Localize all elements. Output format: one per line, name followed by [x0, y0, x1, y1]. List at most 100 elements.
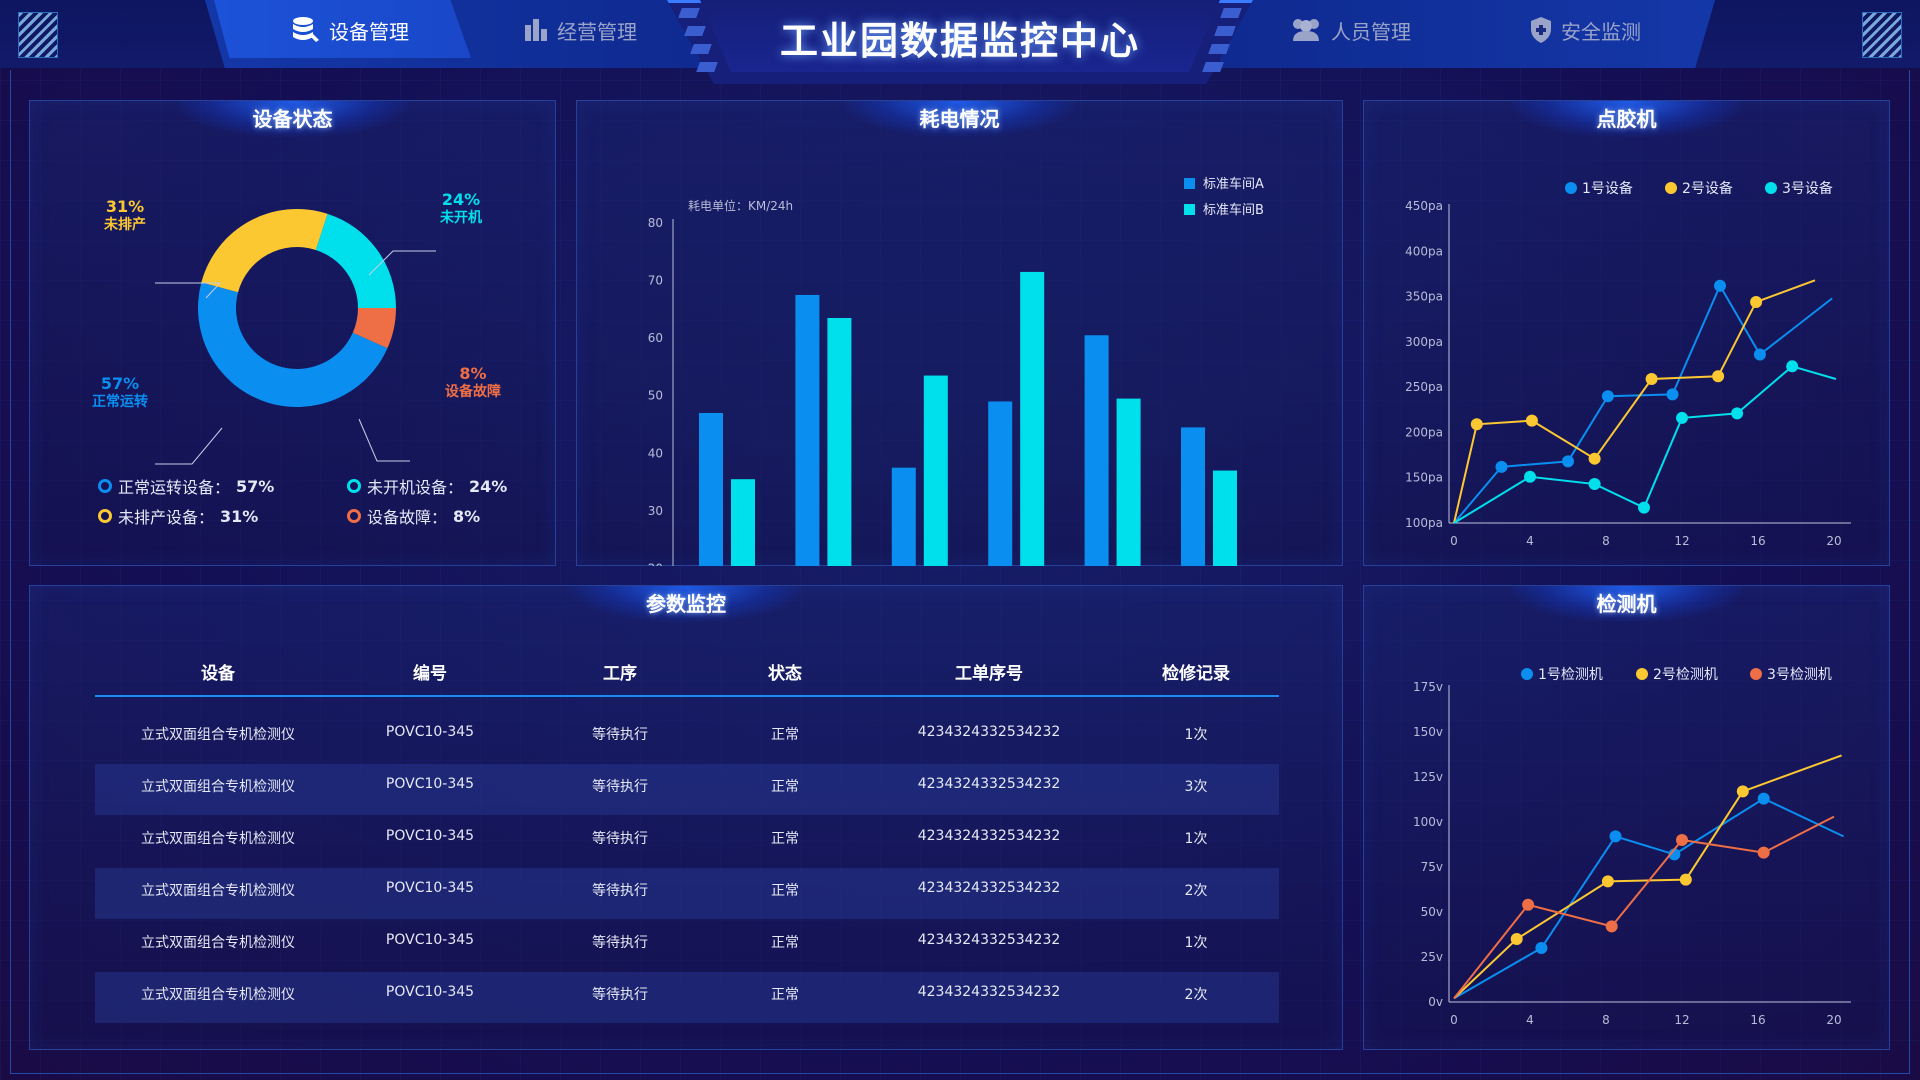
label-fault: 8% 设备故障 [433, 365, 513, 401]
donut-slice [197, 282, 388, 408]
legend-label: 未排产设备： [118, 508, 215, 527]
data-point [1510, 933, 1523, 945]
ring-icon [347, 479, 361, 493]
leader-line [155, 282, 222, 299]
label-name: 未排产 [104, 217, 146, 233]
table-cell: 4234324332534232 [917, 932, 1061, 948]
table-cell: 立式双面组合专机检测仪 [141, 727, 295, 743]
column-header: 工序 [603, 664, 637, 684]
data-point [1535, 942, 1548, 954]
bar [1020, 271, 1045, 566]
y-tick-label: 80 [648, 216, 663, 230]
bar [891, 467, 916, 566]
data-point [1757, 792, 1770, 805]
label-name: 设备故障 [445, 384, 501, 400]
y-tick-label: 50v [1421, 905, 1443, 919]
tab-label: 人员管理 [1331, 19, 1411, 44]
x-tick-label: 12 [1674, 1013, 1689, 1027]
table-cell: 等待执行 [592, 831, 648, 847]
table-cell: 立式双面组合专机检测仪 [141, 987, 295, 1003]
data-point [1525, 414, 1538, 427]
legend-label: 标准车间B [1203, 202, 1264, 218]
row-stripe [95, 764, 1279, 815]
x-tick-label: 4 [1526, 1013, 1534, 1027]
label-name: 正常运转 [92, 394, 148, 410]
table-cell: 4234324332534232 [917, 828, 1061, 844]
bar [1213, 470, 1237, 566]
tab-business-management[interactable]: 经营管理 [505, 0, 655, 60]
donut-chart [155, 209, 436, 465]
table-cell: 正常 [771, 727, 799, 743]
bar [923, 375, 948, 566]
series-line [1453, 279, 1816, 524]
bar [731, 479, 755, 566]
data-point [1524, 470, 1536, 483]
ring-icon [98, 479, 112, 493]
bar [1084, 335, 1109, 566]
series-line [1453, 754, 1842, 1000]
data-point [1588, 478, 1601, 491]
series-line [1453, 815, 1835, 1000]
unit-note: 耗电单位：KM/24h [688, 198, 793, 213]
tab-personnel-management[interactable]: 人员管理 [1270, 0, 1430, 60]
table-cell: 2次 [1184, 883, 1208, 899]
data-point [1601, 390, 1614, 403]
y-tick-label: 40 [648, 446, 663, 460]
table-cell: 立式双面组合专机检测仪 [141, 779, 295, 795]
tab-label: 设备管理 [329, 19, 409, 44]
table-cell: 正常 [771, 987, 799, 1003]
legend-normal: 正常运转设备： 57% [98, 474, 274, 498]
data-point [1605, 920, 1618, 933]
y-tick-label: 150v [1413, 725, 1443, 739]
table-cell: 立式双面组合专机检测仪 [141, 831, 295, 847]
donut-slice [201, 209, 328, 293]
data-point [1588, 452, 1601, 465]
data-point [1714, 279, 1726, 292]
data-point [1676, 834, 1688, 846]
series-line [1453, 797, 1844, 1000]
data-point [1470, 418, 1483, 431]
legend-label: 正常运转设备： [118, 478, 231, 497]
table-cell: 等待执行 [592, 987, 648, 1003]
y-tick-label: 20 [648, 561, 663, 566]
bar [1181, 427, 1205, 566]
table-cell: 1次 [1184, 935, 1208, 951]
y-tick-label: 25v [1421, 950, 1443, 964]
data-point [1609, 830, 1622, 843]
column-header: 编号 [413, 664, 447, 684]
y-tick-label: 100pa [1405, 516, 1443, 530]
legend-fault: 设备故障： 8% [347, 504, 480, 528]
y-tick-label: 70 [648, 274, 663, 288]
table-cell: 4234324332534232 [917, 724, 1061, 740]
tab-label: 安全监测 [1561, 19, 1641, 44]
y-tick-label: 150pa [1405, 471, 1443, 485]
header-divider [95, 695, 1279, 697]
data-point [1712, 370, 1725, 383]
x-tick-label: 4 [1526, 534, 1534, 548]
data-point [1638, 501, 1650, 514]
table-cell: POVC10-345 [385, 776, 475, 792]
y-tick-label: 400pa [1405, 244, 1443, 258]
legend-swatch [1184, 178, 1195, 189]
column-header: 状态 [768, 664, 802, 684]
donut-slice [315, 213, 396, 308]
column-header: 设备 [201, 664, 235, 684]
x-tick-label: 12 [1674, 534, 1689, 548]
y-tick-label: 300pa [1405, 335, 1443, 349]
legend-label: 未开机设备： [367, 478, 464, 497]
legend-dot [1765, 182, 1777, 194]
tab-safety-monitoring[interactable]: 安全监测 [1510, 0, 1660, 60]
legend-dot [1750, 668, 1762, 680]
x-tick-label: 20 [1826, 1013, 1841, 1027]
legend-dot [1565, 182, 1577, 194]
label-normal: 57% 正常运转 [80, 375, 160, 411]
legend-swatch [1184, 204, 1195, 215]
leader-line [358, 418, 410, 462]
data-point [1668, 848, 1681, 861]
series-line [1453, 365, 1837, 524]
table-cell: POVC10-345 [385, 828, 475, 844]
tab-device-management[interactable]: 设备管理 [240, 0, 460, 60]
bar [1116, 398, 1141, 566]
database-icon [293, 17, 319, 42]
table-cell: 3次 [1184, 779, 1208, 795]
